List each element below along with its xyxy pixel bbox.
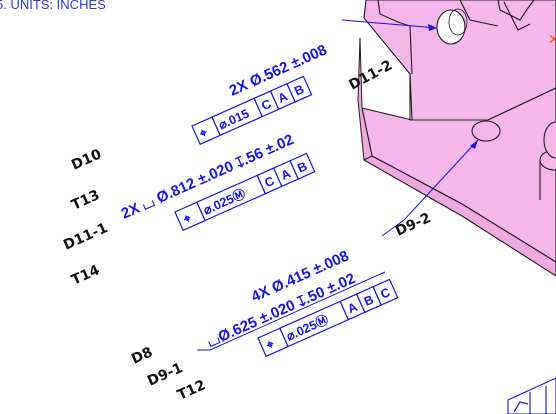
ref-d11-1: D11-1 — [61, 220, 110, 254]
fcf-cbore-left: ⌖ ⌀.025Ⓜ C A B — [174, 152, 316, 232]
ref-t12: T12 — [175, 377, 208, 403]
upright-bore — [436, 9, 466, 45]
leader-top — [341, 19, 438, 29]
units-note: 5. UNITS: INCHES — [0, 0, 106, 12]
base-hole — [471, 120, 501, 142]
base-front-face — [361, 107, 556, 277]
fcf-hole-top: ⌖ ⌀.015 C A B — [191, 75, 313, 146]
part-block: ✕ — [357, 0, 556, 277]
ref-d10: D10 — [69, 146, 104, 173]
ref-d11-2: D11-2 — [346, 58, 395, 94]
ref-d9-2: D9-2 — [393, 210, 433, 240]
datum-marker-icon: ✕ — [548, 32, 556, 48]
ref-d9-1: D9-1 — [145, 360, 185, 390]
partial-fcf-edge — [507, 377, 556, 414]
leader-bottom — [381, 139, 479, 237]
ref-d8: D8 — [129, 344, 155, 367]
ref-t13: T13 — [69, 187, 102, 213]
ref-t14: T14 — [69, 262, 102, 289]
base-left-face — [357, 37, 373, 161]
